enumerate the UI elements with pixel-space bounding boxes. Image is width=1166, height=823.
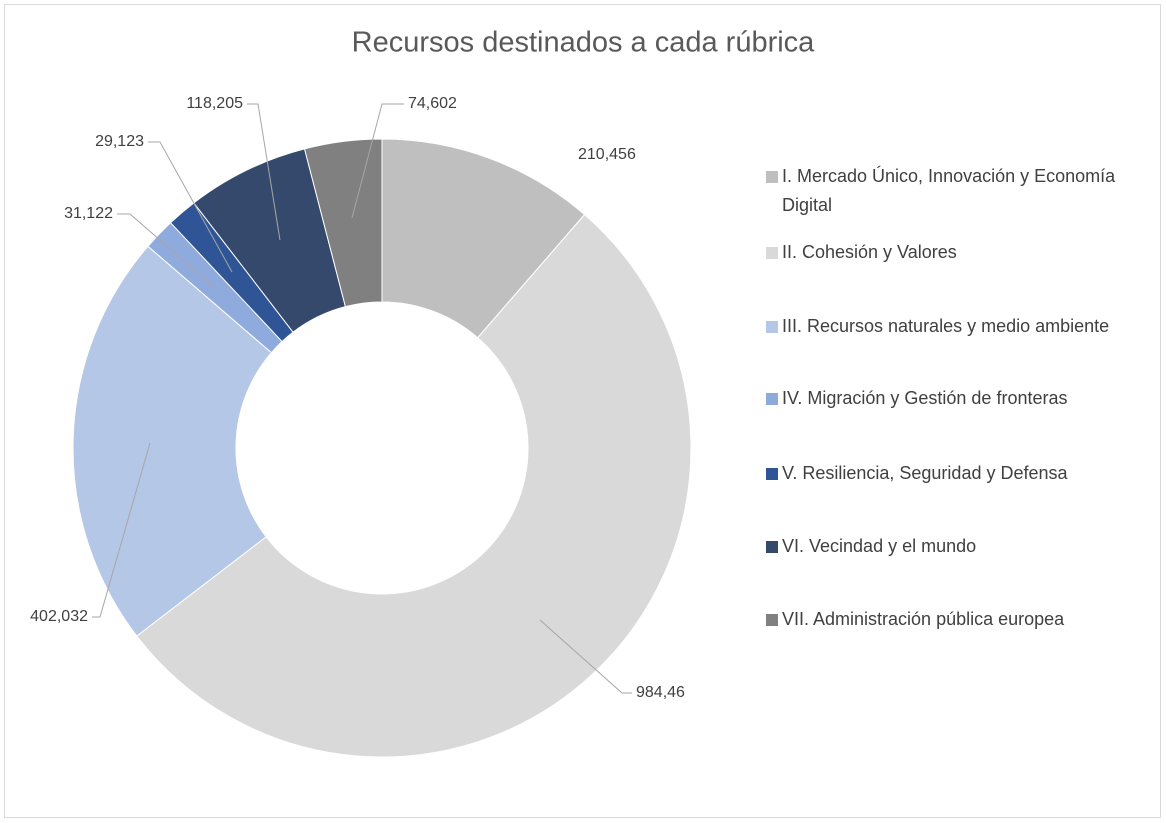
legend-item: VI. Vecindad y el mundo xyxy=(760,532,1140,561)
data-label: 210,456 xyxy=(578,146,636,163)
legend-item: VII. Administración pública europea xyxy=(760,605,1140,634)
legend-swatch xyxy=(766,541,778,553)
legend-swatch xyxy=(766,321,778,333)
data-label: 118,205 xyxy=(186,95,243,112)
leader-line xyxy=(247,103,281,241)
donut-slice xyxy=(303,138,383,308)
data-label: 31,122 xyxy=(64,205,113,222)
legend-label: II. Cohesión y Valores xyxy=(782,242,957,262)
legend-label: I. Mercado Único, Innovación y Economía … xyxy=(782,166,1116,215)
legend-swatch xyxy=(766,468,778,480)
chart-title: Recursos destinados a cada rúbrica xyxy=(352,27,816,59)
legend-label: IV. Migración y Gestión de fronteras xyxy=(782,388,1068,408)
donut-slice xyxy=(381,138,586,339)
legend-swatch xyxy=(766,171,778,183)
leader-line xyxy=(351,103,404,219)
donut-slice xyxy=(136,213,692,758)
legend-item: V. Resiliencia, Seguridad y Defensa xyxy=(760,459,1140,488)
legend-swatch xyxy=(766,247,778,259)
legend-label: VI. Vecindad y el mundo xyxy=(782,536,977,556)
leader-line xyxy=(539,619,632,694)
legend-label: V. Resiliencia, Seguridad y Defensa xyxy=(782,463,1068,483)
legend-item: III. Recursos naturales y medio ambiente xyxy=(760,312,1140,341)
data-label: 74,602 xyxy=(408,95,457,112)
leader-line xyxy=(148,141,233,273)
legend-swatch xyxy=(766,393,778,405)
leader-line xyxy=(92,442,151,618)
legend-label: VII. Administración pública europea xyxy=(782,609,1065,629)
leader-line xyxy=(117,213,216,289)
legend-item: II. Cohesión y Valores xyxy=(760,238,1140,267)
legend-swatch xyxy=(766,614,778,626)
legend-label: III. Recursos naturales y medio ambiente xyxy=(782,316,1110,336)
legend-item: IV. Migración y Gestión de fronteras xyxy=(760,384,1140,413)
data-label: 402,032 xyxy=(30,608,88,625)
data-label: 29,123 xyxy=(95,133,144,150)
legend-item: I. Mercado Único, Innovación y Economía … xyxy=(760,162,1140,220)
data-label: 984,46 xyxy=(636,684,685,701)
